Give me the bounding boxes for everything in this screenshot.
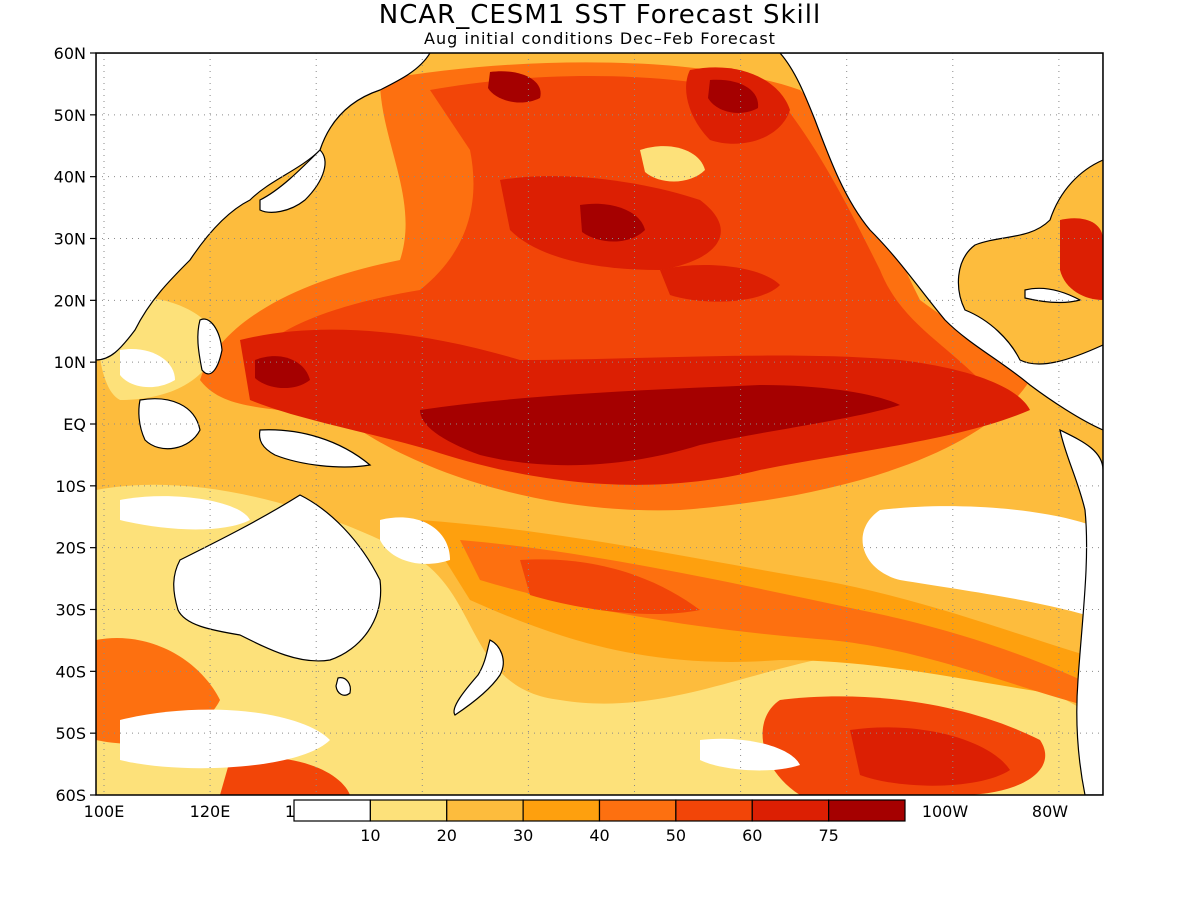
lon-tick-label: 1 (285, 802, 295, 821)
land (96, 53, 1103, 795)
colorbar-swatch (446, 799, 524, 822)
field-sea-white (120, 349, 175, 388)
land-new-guinea (258, 429, 372, 468)
lat-tick-label: 20S (55, 539, 86, 558)
field-south-deep-2 (850, 727, 1010, 786)
lon-axis: 100E 120E 1 100W 80W (84, 802, 1069, 821)
lat-axis: 60N 50N 40N 30N 20N 10N EQ 10S 20S 30S 40S 50S 60S (54, 44, 96, 805)
field-south-white-2 (700, 738, 800, 771)
map-subtitle: Aug initial conditions Dec–Feb Forecast (424, 29, 776, 48)
land-new-zealand (453, 639, 504, 716)
lat-tick-label: 40S (55, 662, 86, 681)
lat-tick-label: 40N (54, 168, 86, 187)
lat-tick-label: 20N (54, 291, 86, 310)
colorbar-label: 20 (437, 826, 457, 845)
grid-lines (96, 53, 1103, 795)
map-title: NCAR_CESM1 SST Forecast Skill (378, 0, 822, 30)
lat-tick-label: 10N (54, 353, 86, 372)
field-southeast-low (862, 506, 1103, 620)
colorbar-label: 60 (742, 826, 762, 845)
lon-tick-label: 80W (1032, 802, 1068, 821)
colorbar-swatch (675, 799, 753, 822)
colorbar-label: 50 (666, 826, 686, 845)
field-gulf-mexico (960, 246, 1060, 296)
field-south-white-1 (120, 496, 250, 530)
colorbar-swatch (522, 799, 601, 822)
lon-tick-label: 100W (922, 802, 969, 821)
field-south-white-3 (120, 709, 330, 769)
lat-tick-label: EQ (63, 415, 86, 434)
lon-tick-label: 120E (190, 802, 231, 821)
field-east-deep (660, 265, 780, 302)
land-asia (96, 53, 431, 361)
land-tasmania (335, 677, 351, 696)
land-philippines (197, 318, 223, 375)
field-south-red-core (520, 559, 700, 615)
field-south-white-4 (380, 517, 450, 564)
lat-tick-label: 60S (55, 786, 86, 805)
lat-tick-label: 30N (54, 230, 86, 249)
colorbar-swatch (828, 799, 906, 822)
colorbar-label: 10 (360, 826, 380, 845)
lat-tick-label: 10S (55, 477, 86, 496)
land-borneo (138, 398, 201, 450)
colorbar-swatch (598, 799, 677, 822)
land-cuba (1024, 287, 1082, 304)
colorbar-swatch (369, 799, 448, 822)
lat-tick-label: 50S (55, 724, 86, 743)
colorbar-label: 30 (513, 826, 533, 845)
colorbar: 10 20 30 40 50 60 75 (293, 799, 906, 845)
colorbar-label: 75 (818, 826, 838, 845)
land-south-america (1059, 428, 1103, 795)
land-japan (259, 149, 326, 213)
field-north-core (580, 203, 645, 242)
field-south-deep-3 (220, 757, 350, 795)
lat-tick-label: 60N (54, 44, 86, 63)
colorbar-swatch (293, 799, 371, 822)
land-australia (173, 494, 382, 662)
lon-tick-label: 100E (84, 802, 125, 821)
field-alaska-core (708, 79, 759, 113)
colorbar-swatch (751, 799, 830, 822)
field-westpac-core (255, 356, 310, 389)
lat-tick-label: 50N (54, 106, 86, 125)
field-northwest-core (488, 71, 541, 103)
field-equatorial-core (420, 385, 900, 466)
skill-field (96, 53, 1103, 795)
colorbar-label: 40 (589, 826, 609, 845)
lat-tick-label: 30S (55, 601, 86, 620)
field-midlat-yellow (640, 146, 705, 182)
